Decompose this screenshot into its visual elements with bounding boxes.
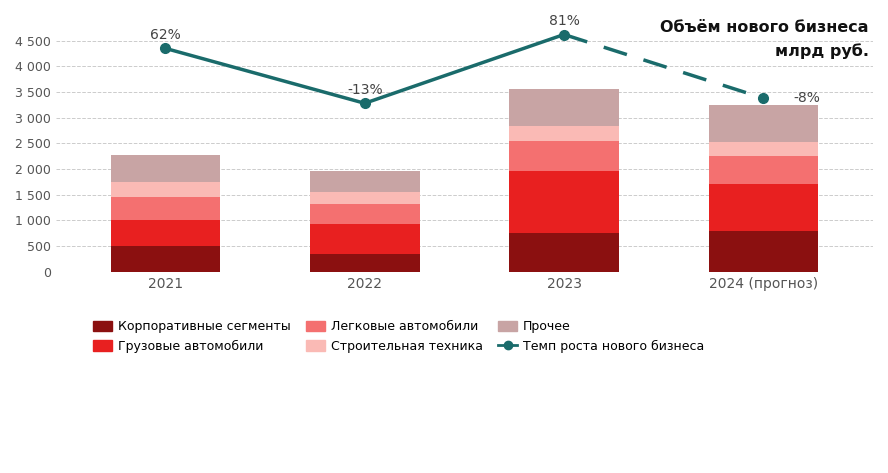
Bar <box>509 171 619 233</box>
Bar <box>310 192 419 204</box>
Legend: Корпоративные сегменты, Грузовые автомобили, Легковые автомобили, Строительная т: Корпоративные сегменты, Грузовые автомоб… <box>89 315 710 358</box>
Text: 81%: 81% <box>549 14 580 28</box>
Bar <box>709 142 818 156</box>
Text: 62%: 62% <box>150 28 181 42</box>
Text: -13%: -13% <box>347 83 383 97</box>
Bar <box>709 184 818 230</box>
Bar <box>509 141 619 171</box>
Bar <box>110 197 220 220</box>
Bar <box>110 246 220 272</box>
Bar <box>509 126 619 141</box>
Bar <box>110 182 220 197</box>
Bar <box>110 220 220 246</box>
Bar <box>310 171 419 192</box>
Bar <box>310 254 419 272</box>
Bar <box>709 230 818 272</box>
Bar <box>709 105 818 142</box>
Bar <box>310 204 419 224</box>
Bar <box>509 89 619 126</box>
Bar <box>709 156 818 184</box>
Text: -8%: -8% <box>793 91 821 105</box>
Bar <box>110 155 220 182</box>
Bar <box>310 224 419 254</box>
Bar <box>509 233 619 272</box>
Text: Объём нового бизнеса
млрд руб.: Объём нового бизнеса млрд руб. <box>661 20 869 59</box>
